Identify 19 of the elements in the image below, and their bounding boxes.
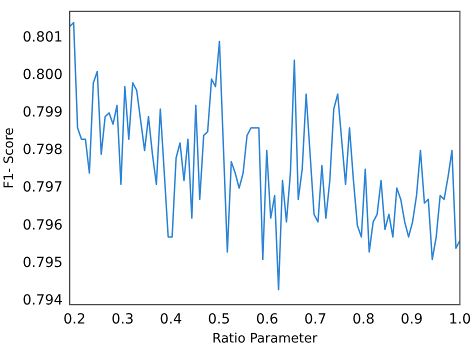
y-tick-label: 0.795: [22, 254, 63, 271]
x-tick-label: 0.5: [208, 312, 230, 328]
x-tick-label: 0.3: [112, 312, 134, 328]
x-tick-label: 0.2: [63, 312, 86, 328]
y-tick-label: 0.801: [22, 29, 63, 46]
y-tick-label: 0.798: [22, 142, 63, 158]
x-tick-label: 0.9: [400, 312, 423, 328]
x-tick-label: 0.6: [256, 312, 278, 328]
x-tick-label: 0.4: [160, 312, 182, 328]
y-axis-title: F1- Score: [2, 128, 18, 188]
y-tick-label: 0.800: [22, 66, 63, 83]
y-tick-label: 0.799: [22, 104, 63, 121]
x-tick-label: 0.7: [304, 312, 326, 328]
x-tick-label: 1.0: [448, 312, 471, 328]
y-tick-label: 0.794: [22, 292, 63, 308]
x-axis-title: Ratio Parameter: [212, 332, 318, 347]
x-tick-label: 0.8: [352, 312, 375, 328]
y-tick-label: 0.796: [22, 217, 63, 234]
y-tick-label: 0.797: [22, 180, 63, 196]
